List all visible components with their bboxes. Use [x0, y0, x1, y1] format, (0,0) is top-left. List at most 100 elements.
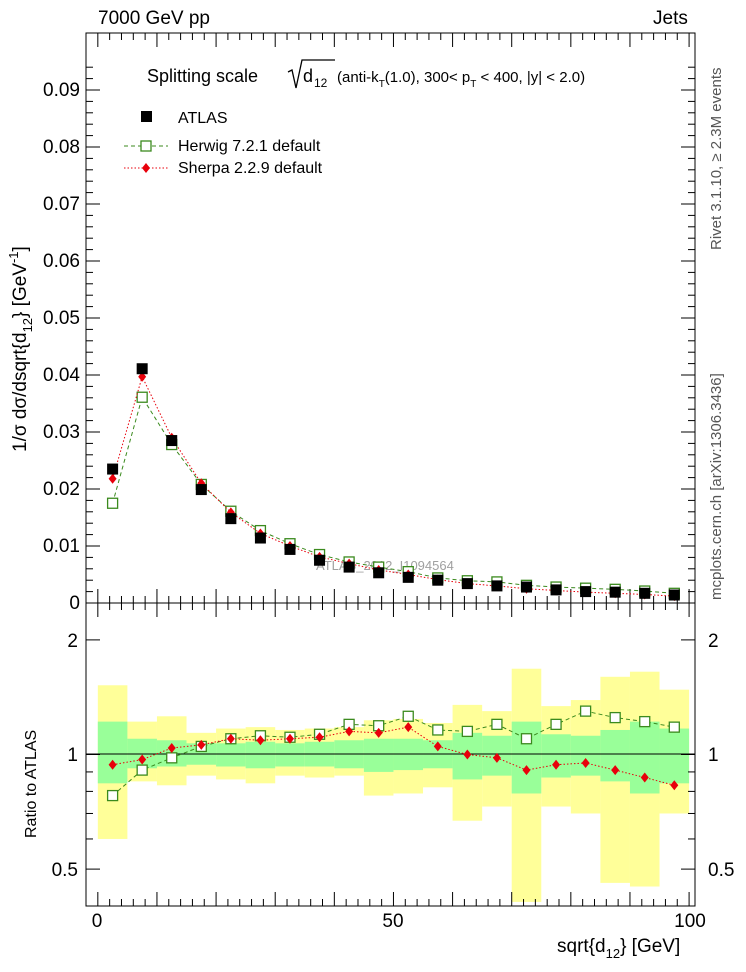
header-right: Jets	[653, 8, 688, 29]
atlas-point	[166, 435, 178, 447]
sherpa-ratio-series	[108, 722, 679, 791]
herwig-point	[106, 497, 119, 509]
sherpa-ratio-point	[670, 780, 679, 791]
sherpa-ratio-point	[374, 727, 383, 738]
ratio-band-inner-bin	[541, 734, 571, 778]
atlas-point	[195, 484, 207, 496]
atlas-point	[639, 587, 651, 599]
title-prefix: Splitting scale	[147, 66, 258, 86]
sherpa-ratio-point	[167, 743, 176, 754]
axis-ticks	[86, 33, 695, 906]
title-details-b: (1.0), 300< p	[385, 69, 470, 86]
ratio-ytick-label-right: 2	[708, 631, 719, 652]
sherpa-ratio-point	[522, 765, 531, 776]
xlabel-a: sqrt{d	[557, 936, 606, 957]
ratio-band-inner-bin	[363, 738, 394, 772]
herwig-ratio-point	[609, 711, 621, 724]
ratio-band-inner-bin	[511, 721, 542, 794]
legend-atlas-label: ATLAS	[178, 110, 228, 127]
ytick-label: 0.06	[43, 251, 80, 272]
title-sqrt-sub: 12	[314, 76, 328, 90]
atlas-point	[461, 578, 473, 590]
sherpa-ratio-point	[138, 754, 147, 765]
legend-herwig-marker	[140, 140, 152, 152]
title-details-a: (anti-k	[337, 69, 379, 86]
ratio-band-inner-bin	[97, 721, 128, 784]
ylabel-sub: 12	[20, 318, 35, 332]
atlas-series	[107, 363, 680, 601]
sherpa-ratio-point	[492, 752, 501, 763]
atlas-point	[491, 580, 503, 592]
ytick-label: 0.07	[43, 194, 80, 215]
xtick-label: 50	[382, 911, 403, 932]
atlas-point	[343, 561, 355, 573]
ratio-band-inner-bin	[275, 743, 305, 767]
header-left: 7000 GeV pp	[98, 8, 210, 29]
x-axis-label: sqrt{d12} [GeV]	[557, 936, 680, 961]
ylabel-b: } [GeV	[10, 263, 31, 318]
ylabel-c: ]	[10, 246, 31, 251]
sherpa-ratio-point	[640, 772, 649, 783]
herwig-ratio-point	[491, 718, 503, 731]
ratio-ytick-label: 2	[67, 631, 78, 652]
sherpa-ratio-point	[345, 726, 354, 737]
ratio-ytick-label: 1	[67, 745, 78, 766]
sherpa-ratio-point	[315, 732, 324, 743]
herwig-point	[136, 391, 148, 403]
ytick-label: 0.02	[43, 479, 80, 500]
title-details: (anti-kT(1.0), 300< pT < 400, |y| < 2.0)	[337, 69, 585, 90]
sherpa-ratio-point	[256, 735, 265, 746]
atlas-point	[284, 543, 296, 555]
top-y-tick-labels: 0 0.01 0.02 0.03 0.04 0.05 0.06 0.07 0.0…	[43, 80, 80, 614]
ytick-label: 0.05	[43, 308, 80, 329]
sherpa-ratio-point	[611, 765, 620, 776]
herwig-ratio-point	[402, 710, 414, 722]
herwig-ratio-point	[668, 721, 680, 733]
atlas-point	[107, 463, 119, 475]
ratio-ytick-label: 0.5	[52, 860, 78, 881]
atlas-point	[520, 581, 532, 593]
sherpa-ratio-point	[197, 739, 206, 750]
legend-sherpa-marker	[142, 163, 150, 173]
ratio-band-inner-bin	[659, 728, 690, 784]
xtick-label: 0	[92, 911, 103, 932]
legend-atlas-marker	[141, 111, 152, 122]
legend: ATLAS Herwig 7.2.1 default Sherpa 2.2.9 …	[124, 110, 323, 177]
ratio-band-inner-bin	[629, 721, 660, 794]
sherpa-ratio-point	[226, 733, 235, 744]
atlas-point	[373, 567, 385, 579]
herwig-ratio-point	[550, 718, 562, 731]
herwig-ratio-point	[579, 705, 592, 717]
ytick-label: 0.09	[43, 80, 80, 101]
title-details-c: < 400, |y| < 2.0)	[476, 69, 585, 86]
atlas-point	[609, 586, 621, 598]
atlas-point	[668, 589, 680, 601]
sherpa-ratio-point	[433, 741, 442, 752]
sherpa-ratio-point	[552, 759, 561, 770]
ylabel-sup: -1	[6, 251, 21, 263]
ratio-y-tick-labels: 0.5 1 2 0.5 1 2	[52, 631, 735, 881]
legend-herwig-label: Herwig 7.2.1 default	[178, 138, 321, 155]
herwig-ratio-point	[166, 752, 178, 764]
atlas-point	[136, 363, 148, 375]
ratio-band-inner-bin	[570, 735, 601, 776]
atlas-point	[432, 574, 444, 586]
atlas-point	[225, 513, 237, 525]
title-details-b-sub: T	[470, 79, 476, 90]
ytick-label: 0.04	[43, 365, 80, 386]
sherpa-ratio-point	[404, 722, 413, 733]
herwig-ratio-point	[106, 789, 119, 802]
sherpa-ratio-point	[285, 733, 294, 744]
ytick-label: 0.01	[43, 536, 80, 557]
atlas-point	[314, 554, 326, 566]
ratio-y-axis-label: Ratio to ATLAS	[23, 730, 40, 838]
sherpa-ratio-point	[581, 757, 590, 768]
sherpa-ratio-point	[108, 759, 117, 770]
x-tick-labels: 0 50 100	[92, 911, 706, 932]
herwig-ratio-point	[461, 725, 474, 738]
top-y-axis-label: 1/σ dσ/dsqrt{d12} [GeV-1]	[6, 246, 35, 452]
ytick-label: 0	[69, 593, 80, 614]
xlabel-b: } [GeV]	[620, 936, 680, 957]
herwig-ratio-point	[432, 724, 444, 736]
